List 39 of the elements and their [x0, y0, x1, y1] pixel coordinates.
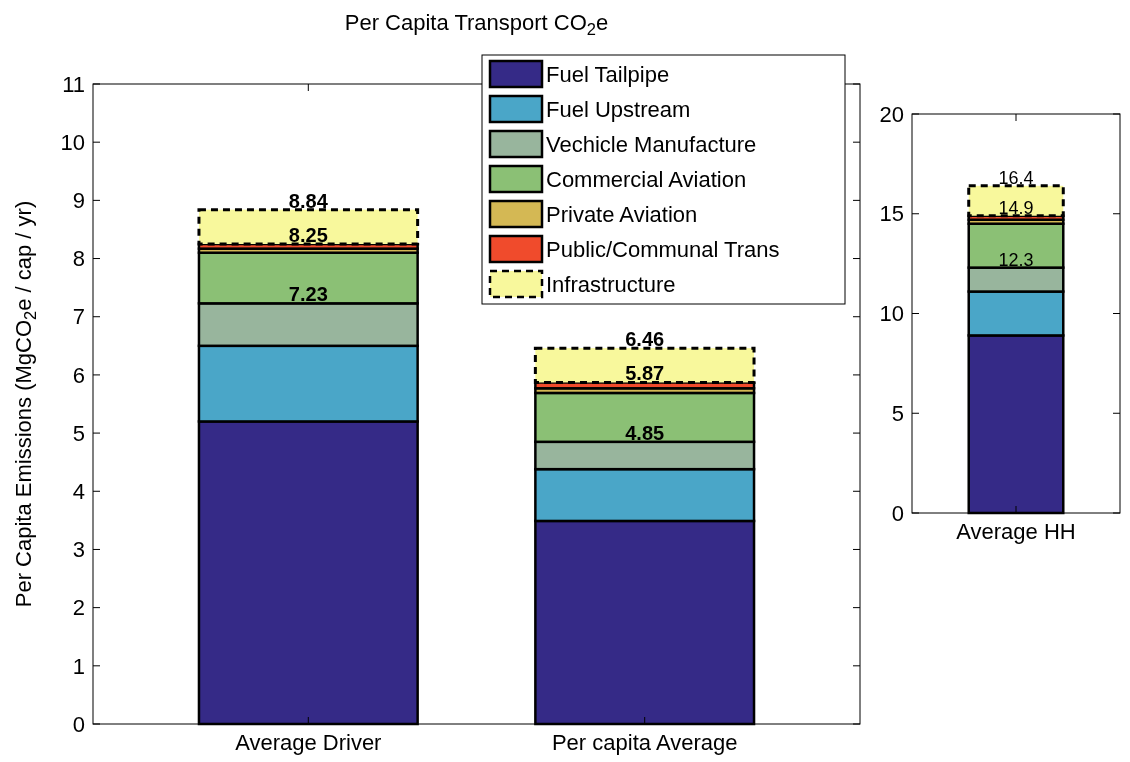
y-tick-label: 5: [891, 400, 904, 426]
annotation: 8.25: [288, 224, 328, 246]
annotation: 7.23: [288, 283, 328, 306]
y-tick-label: 6: [72, 362, 85, 388]
annotation: 16.4: [998, 167, 1034, 188]
legend-label: Commercial Aviation: [546, 166, 747, 192]
x-tick-label: Per capita Average: [551, 730, 738, 755]
bar: [197, 208, 420, 246]
legend-label: Public/Communal Trans: [546, 236, 780, 262]
y-tick-label: 10: [879, 301, 904, 327]
y-tick-label: 10: [60, 129, 85, 155]
annotation: 14.9: [998, 197, 1034, 218]
legend-label: Vechicle Manufacture: [546, 131, 757, 157]
legend-label: Private Aviation: [546, 201, 698, 227]
y-tick-label: 5: [72, 420, 85, 446]
annotation: 8.84: [288, 189, 329, 212]
y-tick-label: 8: [72, 246, 85, 272]
y-tick-label: 1: [72, 653, 85, 679]
bar: [967, 184, 1065, 218]
y-tick-label: 9: [72, 188, 85, 214]
y-tick-label: 7: [72, 304, 85, 330]
y-tick-label: 3: [72, 537, 85, 563]
annotation: 6.46: [625, 328, 665, 351]
legend-label: Fuel Tailpipe: [546, 61, 670, 87]
y-tick-label: 0: [891, 500, 904, 526]
chart-title: Per Capita Transport CO$_{2}$e: [344, 10, 609, 39]
y-tick-label: 4: [72, 478, 85, 504]
y-tick-label: 15: [879, 201, 904, 227]
y-tick-label: 11: [62, 71, 85, 97]
legend-label: Fuel Upstream: [546, 96, 691, 122]
legend-label: Infrastructure: [546, 271, 676, 297]
y-tick-label: 2: [72, 595, 85, 621]
annotation: 5.87: [625, 362, 665, 385]
y-tick-label: 20: [879, 101, 904, 127]
annotation: 4.85: [625, 421, 665, 444]
x-tick-label: Average Driver: [235, 730, 382, 755]
x-tick-label: Average HH: [956, 519, 1076, 544]
y-tick-label: 0: [72, 711, 85, 737]
annotation: 12.3: [998, 249, 1034, 270]
